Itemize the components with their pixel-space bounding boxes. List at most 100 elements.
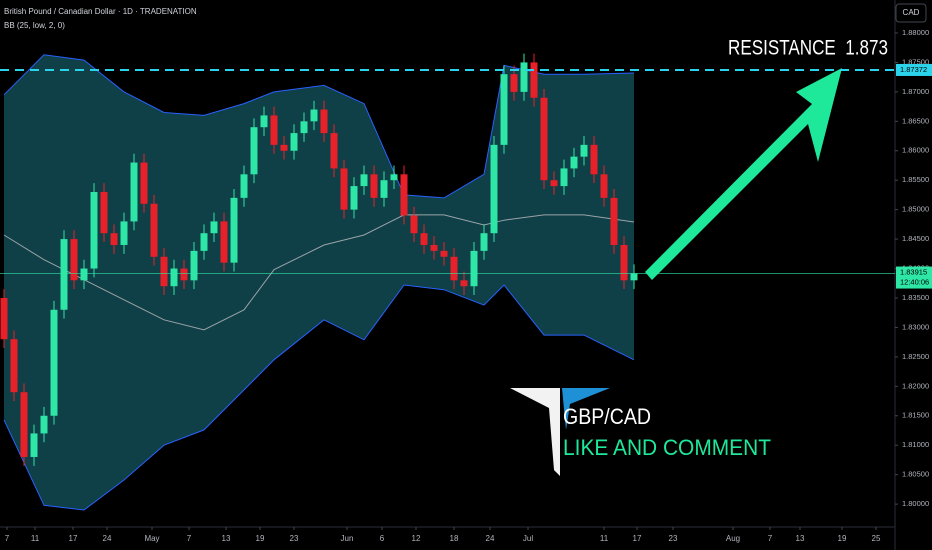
logo-right — [562, 388, 610, 430]
currency-box[interactable] — [895, 3, 927, 23]
candle-body — [160, 256, 168, 287]
candle-body — [300, 121, 308, 134]
y-tick-label: 1.88000 — [902, 28, 929, 37]
x-tick-label: 7 — [187, 534, 192, 543]
candle-body — [530, 62, 538, 98]
candle-body — [330, 133, 338, 169]
candle-body — [20, 392, 28, 457]
brand-pair: GBP/CAD — [563, 404, 651, 429]
plot-area — [0, 53, 638, 511]
y-tick-label: 1.87000 — [902, 87, 929, 96]
candle-body — [290, 133, 298, 151]
candle-body — [430, 244, 438, 251]
candle-body — [500, 74, 508, 145]
x-tick-label: 11 — [600, 534, 609, 543]
x-tick-label: 7 — [5, 534, 10, 543]
y-tick-label: 1.80000 — [902, 499, 929, 508]
y-tick-label: 1.85500 — [902, 175, 929, 184]
candle-body — [510, 74, 518, 92]
x-tick-label: 19 — [256, 534, 265, 543]
candle-body — [520, 62, 528, 92]
candle-body — [590, 144, 598, 175]
x-tick-label: 13 — [796, 534, 805, 543]
y-tick-label: 1.86000 — [902, 146, 929, 155]
candle-body — [600, 174, 608, 198]
candle-body — [340, 168, 348, 210]
last-price-label: 1.83915 — [900, 268, 927, 277]
candle-body — [190, 250, 198, 281]
arrow — [645, 68, 842, 280]
x-tick-label: 7 — [768, 534, 773, 543]
candle-body — [550, 180, 558, 187]
y-tick-label: 1.87500 — [902, 57, 929, 66]
candle-body — [270, 115, 278, 145]
x-tick-label: 6 — [380, 534, 385, 543]
candle-body — [470, 250, 478, 287]
candle-body — [80, 268, 88, 281]
chart-title: British Pound / Canadian Dollar · 1D · T… — [4, 7, 197, 16]
candle-body — [450, 256, 458, 281]
band-middle — [3, 214, 635, 331]
currency-label[interactable]: CAD — [903, 8, 920, 17]
resistance-box — [896, 63, 932, 76]
candle-body — [30, 433, 38, 457]
candle-body — [220, 221, 228, 263]
candle-body — [400, 174, 408, 216]
brand-call: LIKE AND COMMENT — [563, 435, 771, 460]
x-tick-label: Jun — [341, 534, 354, 543]
candle-body — [620, 244, 628, 281]
candle-body — [350, 186, 358, 210]
brand-logo — [510, 388, 610, 476]
x-tick-label: 24 — [103, 534, 112, 543]
band-fill — [4, 54, 634, 511]
candle-body — [360, 174, 368, 187]
candle-body — [310, 109, 318, 122]
candle-body — [210, 221, 218, 234]
candle-body — [120, 221, 128, 245]
candle-body — [380, 180, 388, 198]
y-tick-label: 1.83000 — [902, 322, 929, 331]
last-price-box — [896, 266, 932, 289]
x-tick-label: Jul — [523, 534, 533, 543]
candle-body — [40, 415, 48, 434]
countdown-label: 12:40:06 — [900, 278, 929, 287]
y-tick-label: 1.84500 — [902, 234, 929, 243]
y-tick-label: 1.81000 — [902, 440, 929, 449]
candle-body — [60, 239, 68, 310]
candle-body — [250, 127, 258, 175]
candle-body — [440, 250, 448, 257]
candle-body — [320, 109, 328, 134]
candle-body — [170, 268, 178, 287]
candle-body — [0, 297, 8, 340]
candle-body — [70, 239, 78, 281]
candle-body — [570, 156, 578, 169]
y-tick-label: 1.81500 — [902, 411, 929, 420]
x-tick-label: May — [144, 534, 159, 543]
resistance-annotation: RESISTANCE 1.873 — [728, 37, 888, 60]
x-tick-label: 17 — [633, 534, 642, 543]
candle-body — [410, 215, 418, 234]
logo-left — [510, 388, 560, 476]
x-tick-label: 19 — [838, 534, 847, 543]
candle-body — [610, 197, 618, 245]
candle-body — [50, 309, 58, 416]
candle-body — [490, 144, 498, 234]
candle-body — [560, 168, 568, 187]
candle-body — [630, 273, 638, 281]
candle-body — [460, 280, 468, 287]
x-tick-label: 25 — [872, 534, 881, 543]
x-tick-label: 11 — [31, 534, 40, 543]
candle-body — [420, 233, 428, 245]
y-tick-label: 1.82500 — [902, 352, 929, 361]
candle-body — [280, 144, 288, 151]
x-tick-label: 12 — [412, 534, 421, 543]
candle-body — [200, 233, 208, 251]
y-tick-label: 1.86500 — [902, 116, 929, 125]
band-lower — [3, 284, 635, 511]
candle-body — [480, 233, 488, 251]
candle-body — [370, 174, 378, 198]
candle-body — [10, 339, 18, 393]
x-tick-label: 23 — [669, 534, 678, 543]
candle-body — [90, 191, 98, 269]
